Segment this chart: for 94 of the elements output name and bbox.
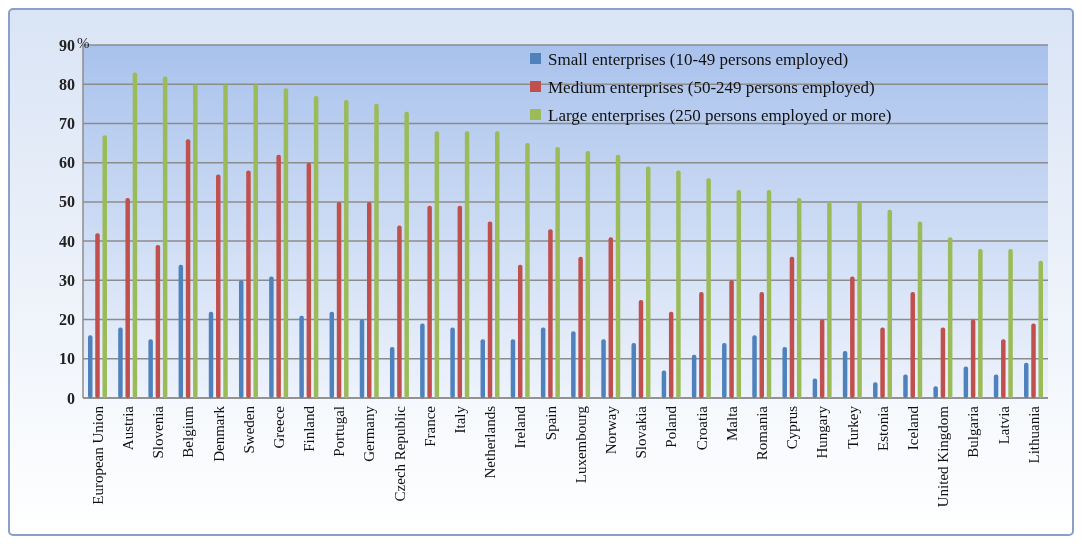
y-tick-label: 80 (59, 75, 75, 93)
bar (978, 248, 983, 398)
legend-label: Small enterprises (10-49 persons employed) (548, 49, 849, 69)
x-tick-label: Romania (754, 405, 771, 461)
bar (420, 323, 425, 398)
x-tick-label: Estonia (874, 405, 891, 451)
y-axis-title: % (77, 35, 90, 52)
x-tick-label: Luxembourg (572, 405, 589, 484)
bar (880, 327, 885, 398)
x-tick-label: Hungary (814, 405, 831, 459)
bar (555, 146, 560, 398)
x-tick-label: Sweden (240, 405, 257, 454)
bar (548, 229, 553, 398)
bar (495, 131, 500, 398)
y-tick-label: 10 (59, 350, 75, 368)
bar (125, 197, 130, 398)
bar (752, 335, 757, 398)
bar (782, 347, 787, 398)
x-tick-label: Turkey (844, 405, 861, 449)
bar (253, 84, 258, 398)
x-tick-label: Austria (119, 405, 136, 451)
bar (706, 178, 711, 398)
bar (193, 84, 198, 398)
bar (729, 280, 734, 398)
bar (374, 103, 379, 398)
x-tick-label: Spain (542, 405, 559, 441)
bar (299, 315, 304, 398)
x-tick-label: Iceland (904, 405, 921, 451)
y-tick-label: 60 (59, 154, 75, 172)
bar (903, 374, 908, 398)
y-tick-label: 20 (59, 311, 75, 329)
x-tick-label: Slovenia (150, 405, 167, 459)
x-tick-label: European Union (89, 405, 106, 505)
bar (95, 233, 100, 398)
bar (397, 225, 402, 398)
bar (850, 276, 855, 398)
x-tick-label: Slovakia (633, 405, 650, 459)
x-tick-label: France (421, 405, 438, 447)
bar (223, 84, 228, 398)
bar (246, 170, 251, 398)
y-tick-label: 30 (59, 271, 75, 289)
x-tick-label: Poland (663, 405, 680, 448)
bar (571, 331, 576, 398)
y-tick-label: 0 (67, 389, 75, 407)
x-tick-label: Italy (452, 405, 469, 434)
bar (1008, 248, 1013, 398)
x-tick-label: Latvia (995, 405, 1012, 445)
bar (118, 327, 123, 398)
legend-label: Large enterprises (250 persons employed or more) (548, 105, 892, 125)
x-tick-label: Finland (301, 405, 318, 452)
bar (276, 154, 281, 398)
x-tick-label: Denmark (210, 405, 227, 462)
bar (722, 343, 727, 398)
bar (676, 170, 681, 398)
bar (148, 339, 153, 398)
y-tick-label: 50 (59, 193, 75, 211)
x-tick-label: Netherlands (482, 405, 499, 479)
bar (1001, 339, 1006, 398)
bar (601, 339, 606, 398)
bar (404, 111, 409, 398)
bar (631, 343, 636, 398)
x-tick-label: Greece (270, 405, 287, 449)
x-tick-label: Belgium (180, 405, 197, 458)
bar (910, 292, 915, 398)
bar (1031, 323, 1036, 398)
x-tick-label: Lithuania (1025, 405, 1042, 464)
bar (525, 143, 530, 398)
y-tick-label: 70 (59, 115, 75, 133)
bar (578, 256, 583, 398)
x-tick-label: Portugal (331, 406, 348, 457)
y-tick-label: 90 (59, 36, 75, 54)
x-tick-label: United Kingdom (935, 405, 952, 508)
bar (933, 386, 938, 398)
x-tick-label: Norway (603, 405, 620, 455)
x-tick-label: Germany (361, 405, 378, 462)
bar (827, 201, 832, 398)
bar (102, 135, 107, 398)
bar (857, 201, 862, 398)
x-tick-label: Croatia (693, 405, 710, 451)
bar (1024, 362, 1029, 398)
legend-label: Medium enterprises (50-249 persons employed) (548, 77, 875, 97)
bar (873, 382, 878, 398)
x-tick-label: Malta (723, 405, 740, 441)
bar (269, 276, 274, 398)
x-tick-label: Cyprus (784, 405, 801, 450)
bar (216, 174, 221, 398)
bar (427, 205, 432, 398)
bar (450, 327, 455, 398)
bar (344, 99, 349, 398)
x-tick-label: Bulgaria (965, 405, 982, 458)
x-tick-label: Czech Republic (391, 405, 408, 502)
x-tick-label: Ireland (512, 405, 529, 449)
y-tick-label: 40 (59, 232, 75, 250)
bar (699, 292, 704, 398)
